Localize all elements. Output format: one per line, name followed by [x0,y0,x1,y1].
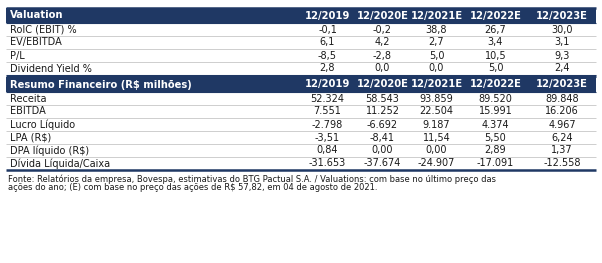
Text: 15.991: 15.991 [479,107,512,117]
Text: ações do ano; (E) com base no preço das ações de R$ 57,82, em 04 de agosto de 20: ações do ano; (E) com base no preço das … [8,183,377,192]
Text: Resumo Financeiro (R$ milhões): Resumo Financeiro (R$ milhões) [10,79,192,89]
Text: Fonte: Relatórios da empresa, Bovespa, estimativas do BTG Pactual S.A. / Valuati: Fonte: Relatórios da empresa, Bovespa, e… [8,175,496,185]
Text: 26,7: 26,7 [485,24,506,34]
Text: 0,00: 0,00 [426,145,447,155]
Bar [6,77,596,92]
Text: 4.374: 4.374 [482,119,509,129]
Text: 5,0: 5,0 [488,63,503,73]
Text: 9,3: 9,3 [554,50,569,60]
Text: 12/2020E: 12/2020E [356,11,408,21]
Text: -8,41: -8,41 [370,133,395,143]
Text: 30,0: 30,0 [551,24,573,34]
Text: 0,00: 0,00 [372,145,393,155]
Text: 7.551: 7.551 [314,107,341,117]
Text: 11,54: 11,54 [423,133,450,143]
Text: 5,0: 5,0 [429,50,444,60]
Text: 0,0: 0,0 [429,63,444,73]
Text: 12/2019: 12/2019 [305,11,350,21]
Text: -3,51: -3,51 [315,133,340,143]
Text: -6.692: -6.692 [367,119,398,129]
Text: EBITDA: EBITDA [10,107,46,117]
Text: 12/2020E: 12/2020E [356,79,408,89]
Text: -2,8: -2,8 [373,50,392,60]
Text: 9.187: 9.187 [423,119,450,129]
Text: 2,7: 2,7 [429,38,444,48]
Text: 4,2: 4,2 [375,38,390,48]
Text: -17.091: -17.091 [477,159,514,169]
Text: EV/EBITDA: EV/EBITDA [10,38,62,48]
Text: 2,89: 2,89 [485,145,506,155]
Text: 12/2022E: 12/2022E [470,11,521,21]
Text: -24.907: -24.907 [418,159,455,169]
Bar [6,8,596,23]
Text: 12/2023E: 12/2023E [536,79,588,89]
Text: 22.504: 22.504 [420,107,453,117]
Text: -0,1: -0,1 [318,24,337,34]
Text: 5,50: 5,50 [485,133,506,143]
Text: -31.653: -31.653 [309,159,346,169]
Text: Dívida Líquida/Caixa: Dívida Líquida/Caixa [10,158,110,169]
Text: Dividend Yield %: Dividend Yield % [10,63,92,73]
Text: 93.859: 93.859 [420,94,453,104]
Text: Valuation: Valuation [10,11,63,21]
Text: 3,1: 3,1 [554,38,569,48]
Text: DPA líquido (R$): DPA líquido (R$) [10,145,89,156]
Text: 12/2019: 12/2019 [305,79,350,89]
Text: 11.252: 11.252 [365,107,400,117]
Text: 89.848: 89.848 [545,94,579,104]
Text: 0,0: 0,0 [375,63,390,73]
Text: 6,24: 6,24 [551,133,573,143]
Text: LPA (R$): LPA (R$) [10,133,51,143]
Text: 4.967: 4.967 [548,119,576,129]
Text: P/L: P/L [10,50,25,60]
Text: RoIC (EBIT) %: RoIC (EBIT) % [10,24,76,34]
Text: 3,4: 3,4 [488,38,503,48]
Text: 12/2023E: 12/2023E [536,11,588,21]
Text: -12.558: -12.558 [543,159,581,169]
Text: 12/2022E: 12/2022E [470,79,521,89]
Text: 2,4: 2,4 [554,63,569,73]
Text: Receita: Receita [10,94,46,104]
Text: 38,8: 38,8 [426,24,447,34]
Text: 10,5: 10,5 [485,50,506,60]
Text: -2.798: -2.798 [312,119,343,129]
Text: 1,37: 1,37 [551,145,573,155]
Text: -0,2: -0,2 [373,24,392,34]
Text: -8,5: -8,5 [318,50,337,60]
Text: 16.206: 16.206 [545,107,579,117]
Text: 89.520: 89.520 [479,94,512,104]
Text: 12/2021E: 12/2021E [411,79,462,89]
Text: 6,1: 6,1 [320,38,335,48]
Text: 52.324: 52.324 [311,94,344,104]
Text: -37.674: -37.674 [364,159,401,169]
Text: Lucro Líquido: Lucro Líquido [10,119,75,130]
Text: 58.543: 58.543 [365,94,400,104]
Text: 0,84: 0,84 [317,145,338,155]
Text: 12/2021E: 12/2021E [411,11,462,21]
Text: 2,8: 2,8 [320,63,335,73]
